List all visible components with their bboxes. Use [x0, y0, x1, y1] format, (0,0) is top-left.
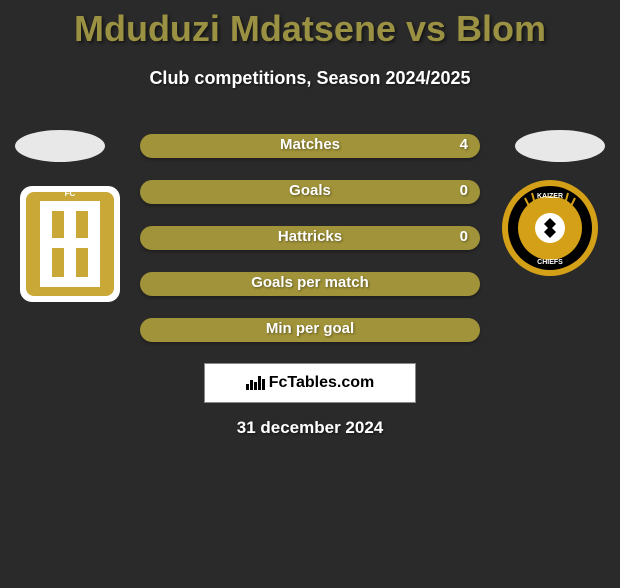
- stat-value-right: 0: [460, 182, 468, 199]
- stat-label: Goals: [289, 182, 331, 199]
- stat-label: Matches: [280, 136, 340, 153]
- comparison-title: Mduduzi Mdatsene vs Blom: [0, 8, 620, 50]
- stat-row-hattricks: Hattricks 0: [140, 226, 480, 250]
- player-avatar-right: [515, 130, 605, 162]
- stat-row-goals: Goals 0: [140, 180, 480, 204]
- player-avatar-left: [15, 130, 105, 162]
- stat-label: Goals per match: [251, 274, 369, 291]
- bar-chart-icon: [246, 376, 265, 390]
- stat-row-matches: Matches 4: [140, 134, 480, 158]
- comparison-subtitle: Club competitions, Season 2024/2025: [0, 68, 620, 89]
- date-label: 31 december 2024: [237, 418, 384, 438]
- team-logo-right: KAIZER CHIEFS: [500, 178, 600, 278]
- stat-row-goals-per-match: Goals per match: [140, 272, 480, 296]
- svg-text:KAIZER: KAIZER: [537, 193, 563, 200]
- team-logo-left: FC: [20, 186, 120, 302]
- svg-text:CHIEFS: CHIEFS: [537, 259, 563, 266]
- stats-container: Matches 4 Goals 0 Hattricks 0 Goals per …: [140, 134, 480, 364]
- stat-value-right: 4: [460, 136, 468, 153]
- brand-box[interactable]: FcTables.com: [204, 363, 416, 403]
- stat-label: Min per goal: [266, 320, 354, 337]
- brand-text: FcTables.com: [269, 374, 375, 392]
- stat-label: Hattricks: [278, 228, 342, 245]
- brand-logo: FcTables.com: [246, 374, 375, 392]
- stat-row-min-per-goal: Min per goal: [140, 318, 480, 342]
- stat-value-right: 0: [460, 228, 468, 245]
- svg-text:FC: FC: [65, 189, 76, 198]
